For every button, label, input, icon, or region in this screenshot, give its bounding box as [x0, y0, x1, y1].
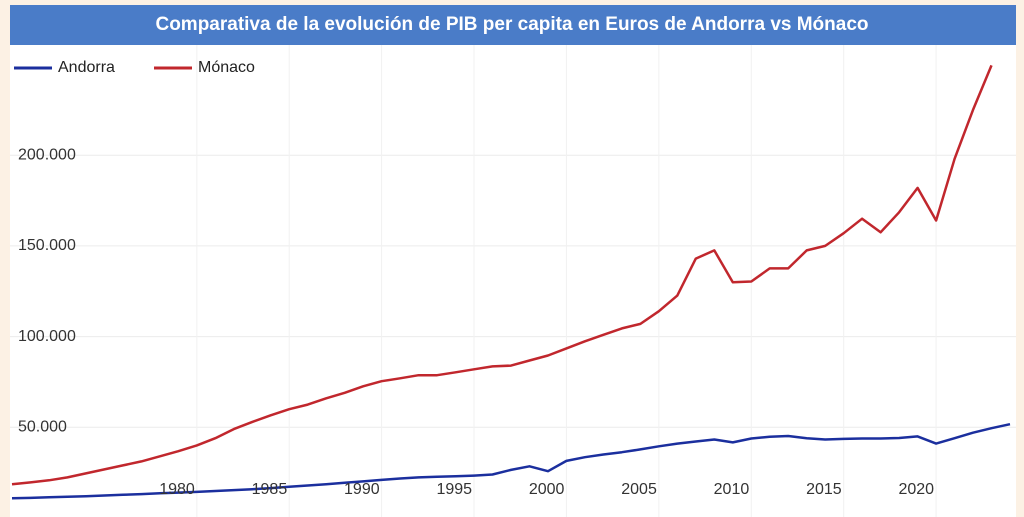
x-tick-label: 2000: [529, 481, 565, 498]
legend-label: Andorra: [58, 59, 115, 76]
x-tick-label: 1995: [436, 481, 472, 498]
x-tick-label: 2010: [714, 481, 750, 498]
legend-label: Mónaco: [198, 59, 255, 76]
x-tick-label: 1985: [252, 481, 288, 498]
x-tick-label: 2005: [621, 481, 657, 498]
lines: [11, 64, 1011, 500]
chart-title: Comparativa de la evolución de PIB per c…: [155, 14, 868, 35]
x-tick-label: 1980: [159, 481, 195, 498]
y-tick-label: 200.000: [18, 146, 76, 163]
x-tick-label: 1990: [344, 481, 380, 498]
y-tick-label: 150.000: [18, 237, 76, 254]
y-tick-label: 50.000: [18, 419, 67, 436]
title-bar: [10, 5, 1016, 45]
series-line: [11, 422, 1011, 500]
plot-background: [10, 45, 1016, 517]
x-tick-label: 2015: [806, 481, 842, 498]
series-line: [11, 64, 993, 486]
labels: 50.000 100.000 150.000 200.000 1980 1985 1990 1…: [14, 59, 934, 498]
y-tick-label: 100.000: [18, 328, 76, 345]
x-tick-label: 2020: [898, 481, 934, 498]
